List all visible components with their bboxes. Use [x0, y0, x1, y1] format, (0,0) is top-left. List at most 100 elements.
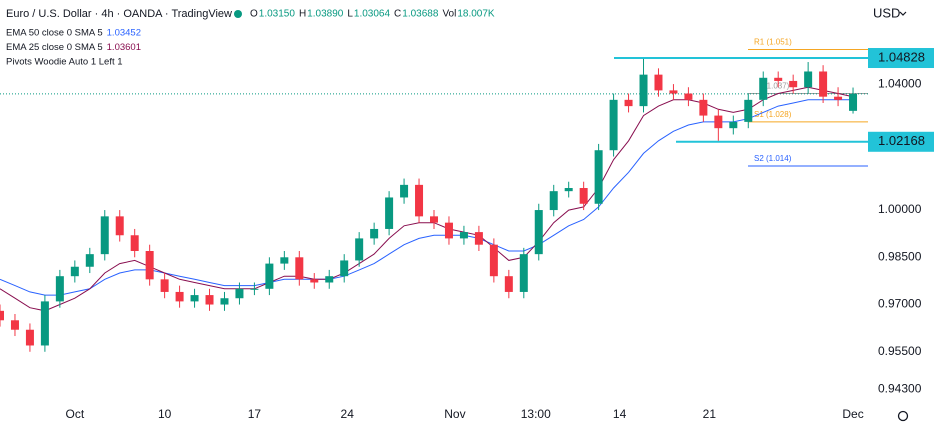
ohlc-key: O — [250, 9, 258, 20]
y-tick-label: 0.94300 — [878, 382, 922, 396]
candle-body — [250, 288, 259, 290]
candle-body — [804, 71, 813, 88]
candle-body — [624, 99, 633, 107]
y-tick-label: 0.97000 — [878, 297, 922, 311]
candle-body — [340, 260, 349, 277]
candle-body — [579, 188, 588, 204]
candle-body — [295, 257, 304, 280]
ohlc-key: Vol — [442, 9, 456, 20]
ohlc-key: L — [347, 9, 353, 20]
legend-value: 1.03452 — [107, 28, 141, 39]
candle-body — [594, 150, 603, 204]
candle-body — [385, 197, 394, 229]
candle-body — [849, 93, 858, 111]
level-label-box — [868, 48, 934, 69]
candle-body — [310, 279, 319, 283]
candle-body — [115, 216, 124, 236]
x-tick-label: 14 — [613, 407, 627, 421]
x-tick-label: 10 — [158, 407, 172, 421]
level-label: 1.04828 — [878, 49, 925, 64]
candle-body — [325, 276, 334, 283]
status-dot — [234, 10, 242, 18]
candle-body — [220, 298, 229, 305]
candle-body — [519, 254, 528, 292]
x-tick-label: Oct — [65, 407, 84, 421]
y-tick-label: 0.95500 — [878, 344, 922, 358]
candle-body — [474, 232, 483, 245]
candle-body — [459, 232, 468, 239]
candle-body — [699, 99, 708, 116]
candle-body — [684, 93, 693, 100]
candle-body — [834, 96, 843, 100]
candle-body — [714, 115, 723, 129]
indicator-note: Pivots Woodie Auto 1 Left 1 — [6, 57, 123, 68]
candle-body — [10, 320, 19, 330]
candle-body — [25, 329, 34, 346]
candle-body — [489, 244, 498, 277]
x-tick-label: 21 — [703, 407, 717, 421]
candle-body — [370, 228, 379, 239]
legend-name: EMA 50 close 0 SMA 5 — [6, 28, 103, 39]
candle-body — [744, 99, 753, 122]
candle-body — [280, 257, 289, 264]
x-tick-label: Nov — [444, 407, 465, 421]
pivot-label: R1 (1.051) — [754, 38, 792, 47]
candle-body — [355, 238, 364, 261]
candle-body — [774, 77, 783, 81]
pivot-label: S1 (1.028) — [754, 110, 792, 119]
candle-body — [639, 74, 648, 107]
candle-body — [40, 301, 49, 346]
ema-line — [0, 99, 853, 296]
candle-body — [70, 266, 79, 277]
candle-body — [85, 254, 94, 267]
legend-name: EMA 25 close 0 SMA 5 — [6, 42, 103, 53]
candle-body — [564, 188, 573, 192]
candle-body — [235, 288, 244, 299]
ohlc-key: C — [394, 9, 401, 20]
candle-body — [175, 291, 184, 302]
ema-line — [0, 86, 854, 312]
y-tick-label: 1.00000 — [878, 202, 922, 216]
legend-value: 1.03601 — [107, 42, 141, 53]
y-tick-label: 1.04000 — [878, 76, 922, 90]
candle-body — [729, 121, 738, 129]
chart-title: Euro / U.S. Dollar · 4h · OANDA · Tradin… — [6, 8, 232, 20]
candle-body — [669, 90, 678, 94]
ohlc-value: 1.03688 — [402, 9, 439, 20]
candle-body — [100, 216, 109, 255]
level-label-box — [868, 131, 934, 152]
ohlc-value: 1.03150 — [259, 9, 296, 20]
candle-body — [534, 210, 543, 255]
candle-body — [759, 77, 768, 100]
candle-body — [654, 74, 663, 91]
candle-body — [609, 99, 618, 151]
candle-body — [789, 80, 798, 88]
currency-dropdown[interactable] — [899, 11, 907, 16]
x-tick-label: 24 — [341, 407, 355, 421]
x-tick-label: Dec — [842, 407, 863, 421]
candle-body — [430, 216, 438, 223]
candle-body — [415, 184, 424, 217]
candle-body — [819, 71, 828, 97]
ohlc-key: H — [299, 9, 306, 20]
candle-body — [55, 276, 64, 302]
candle-body — [190, 295, 199, 302]
candle-body — [160, 279, 169, 292]
x-tick-label: 17 — [248, 407, 262, 421]
candle-body — [0, 310, 4, 321]
currency[interactable]: USD — [873, 5, 900, 20]
candle-body — [265, 263, 274, 289]
ohlc-value: 1.03890 — [307, 9, 344, 20]
header: Euro / U.S. Dollar · 4h · OANDA · Tradin… — [6, 5, 907, 68]
settings-icon[interactable] — [897, 410, 909, 422]
pivot-label: S2 (1.014) — [754, 154, 792, 163]
pivot-label: (1.037) — [764, 82, 790, 91]
ohlc-value: 18.007K — [457, 9, 495, 20]
candle-body — [400, 184, 409, 198]
candle-body — [145, 250, 154, 280]
candle-body — [205, 295, 214, 305]
x-tick-label: 13:00 — [521, 407, 551, 421]
